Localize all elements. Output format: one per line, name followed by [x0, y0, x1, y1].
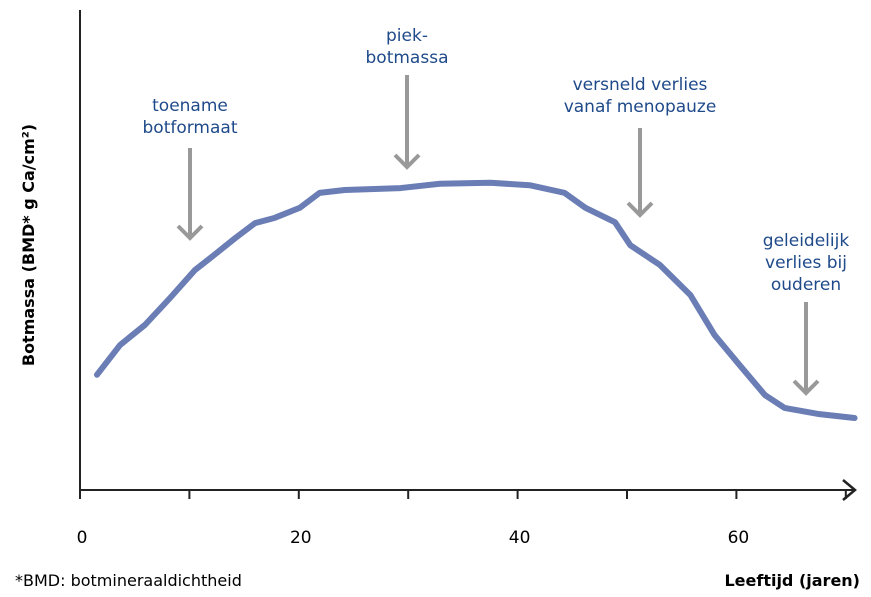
annotation: piek- — [386, 26, 428, 46]
annotation-arrowhead — [626, 201, 654, 218]
x-tick-label: 20 — [290, 528, 312, 548]
annotation-arrowhead — [176, 224, 204, 241]
x-axis-label: Leeftijd (jaren) — [724, 571, 860, 590]
annotation: verlies bij — [765, 253, 847, 273]
data-line — [93, 179, 858, 421]
annotation: geleidelijk — [763, 231, 850, 251]
annotation: botformaat — [143, 118, 238, 138]
annotation: toename — [152, 96, 228, 116]
x-axis-arrow — [842, 479, 857, 501]
x-tick-label: 60 — [728, 528, 750, 548]
footnote: *BMD: botmineraaldichtheid — [15, 571, 242, 590]
annotation-arrowhead — [792, 379, 820, 396]
x-tick-label: 40 — [509, 528, 531, 548]
annotation: vanaf menopauze — [564, 97, 717, 117]
y-axis-label: Botmassa (BMD* g Ca/cm²) — [19, 124, 38, 366]
annotation: botmassa — [366, 48, 449, 68]
annotation: ouderen — [771, 275, 841, 295]
annotation-arrowhead — [393, 153, 421, 170]
annotation: versneld verlies — [573, 75, 708, 95]
x-tick-label: 0 — [77, 528, 88, 548]
